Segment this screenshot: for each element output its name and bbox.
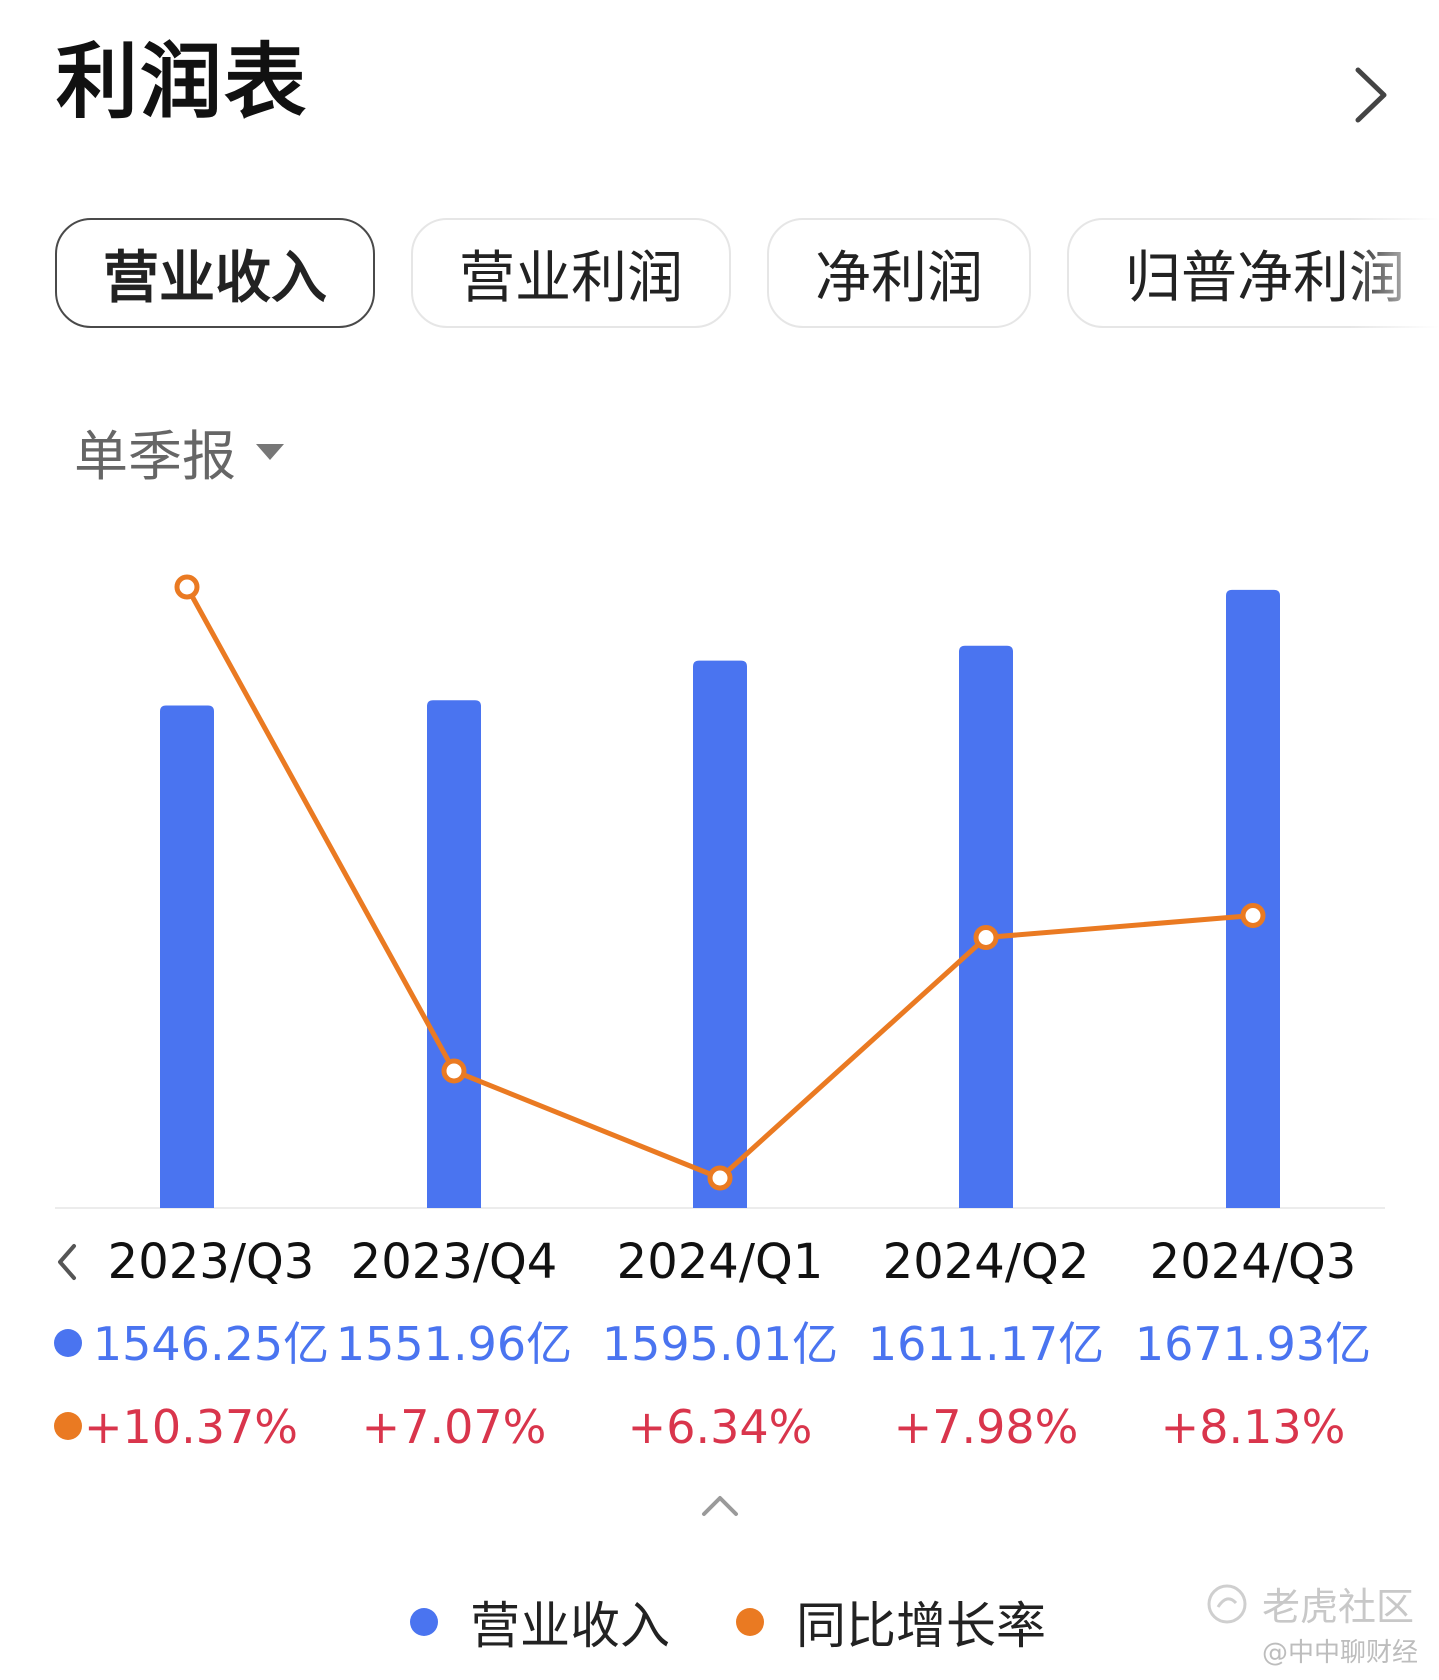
growth-row-dot (54, 1412, 82, 1440)
revenue-bar (160, 705, 214, 1208)
revenue-value-label: 1671.93亿 (1135, 1317, 1371, 1371)
chevron-up-icon[interactable] (698, 1490, 742, 1520)
category-label: 2024/Q1 (617, 1234, 824, 1290)
caret-down-icon (256, 443, 284, 460)
revenue-bar (1226, 589, 1280, 1208)
legend-revenue: 营业收入 (410, 1586, 670, 1658)
page-title: 利润表 (56, 35, 309, 130)
revenue-bar (427, 700, 481, 1208)
tabs-fade (1349, 218, 1439, 332)
chevron-left-icon[interactable] (52, 1240, 82, 1284)
growth-point (174, 574, 200, 600)
category-label: 2023/Q4 (351, 1234, 558, 1290)
metric-tabs: 营业收入 营业利润 净利润 归普净利润 (55, 218, 1439, 332)
chart-legend: 营业收入 同比增长率 (0, 1586, 1439, 1666)
growth-value-label: +10.37% (84, 1400, 298, 1454)
tiger-logo-icon (1207, 1584, 1247, 1623)
revenue-value-label: 1611.17亿 (868, 1317, 1104, 1371)
growth-value-label: +7.07% (362, 1400, 547, 1454)
period-label: 单季报 (74, 425, 236, 488)
growth-point (1240, 902, 1266, 928)
legend-revenue-label: 营业收入 (470, 1597, 670, 1655)
revenue-row-dot (54, 1329, 82, 1357)
tab-revenue[interactable]: 营业收入 (55, 218, 375, 328)
legend-growth-label: 同比增长率 (796, 1597, 1046, 1655)
watermark: 老虎社区 (1206, 1576, 1414, 1631)
legend-growth: 同比增长率 (736, 1586, 1046, 1658)
revenue-chart: 2023/Q3 2023/Q4 2024/Q1 2024/Q2 2024/Q3 1546.… (54, 574, 1385, 1454)
revenue-value-label: 1546.25亿 (93, 1317, 329, 1371)
tab-operating-profit[interactable]: 营业利润 (411, 218, 731, 328)
growth-point (441, 1058, 467, 1084)
chevron-right-icon[interactable] (1340, 60, 1400, 130)
tab-net-profit[interactable]: 净利润 (767, 218, 1031, 328)
category-label: 2024/Q3 (1150, 1234, 1357, 1290)
watermark-brand: 老虎社区 (1262, 1585, 1415, 1629)
growth-value-label: +8.13% (1161, 1400, 1346, 1454)
category-label: 2023/Q3 (108, 1234, 315, 1290)
growth-value-label: +6.34% (628, 1400, 813, 1454)
revenue-value-label: 1551.96亿 (336, 1317, 572, 1371)
growth-point (973, 924, 999, 950)
revenue-bar (693, 660, 747, 1208)
legend-revenue-dot (410, 1608, 438, 1636)
revenue-value-label: 1595.01亿 (602, 1317, 838, 1371)
watermark-credit: @中中聊财经 (1262, 1638, 1419, 1668)
growth-point (707, 1165, 733, 1191)
category-label: 2024/Q2 (883, 1234, 1090, 1290)
legend-growth-dot (736, 1608, 764, 1636)
period-selector[interactable]: 单季报 (74, 412, 288, 491)
growth-value-label: +7.98% (894, 1400, 1079, 1454)
